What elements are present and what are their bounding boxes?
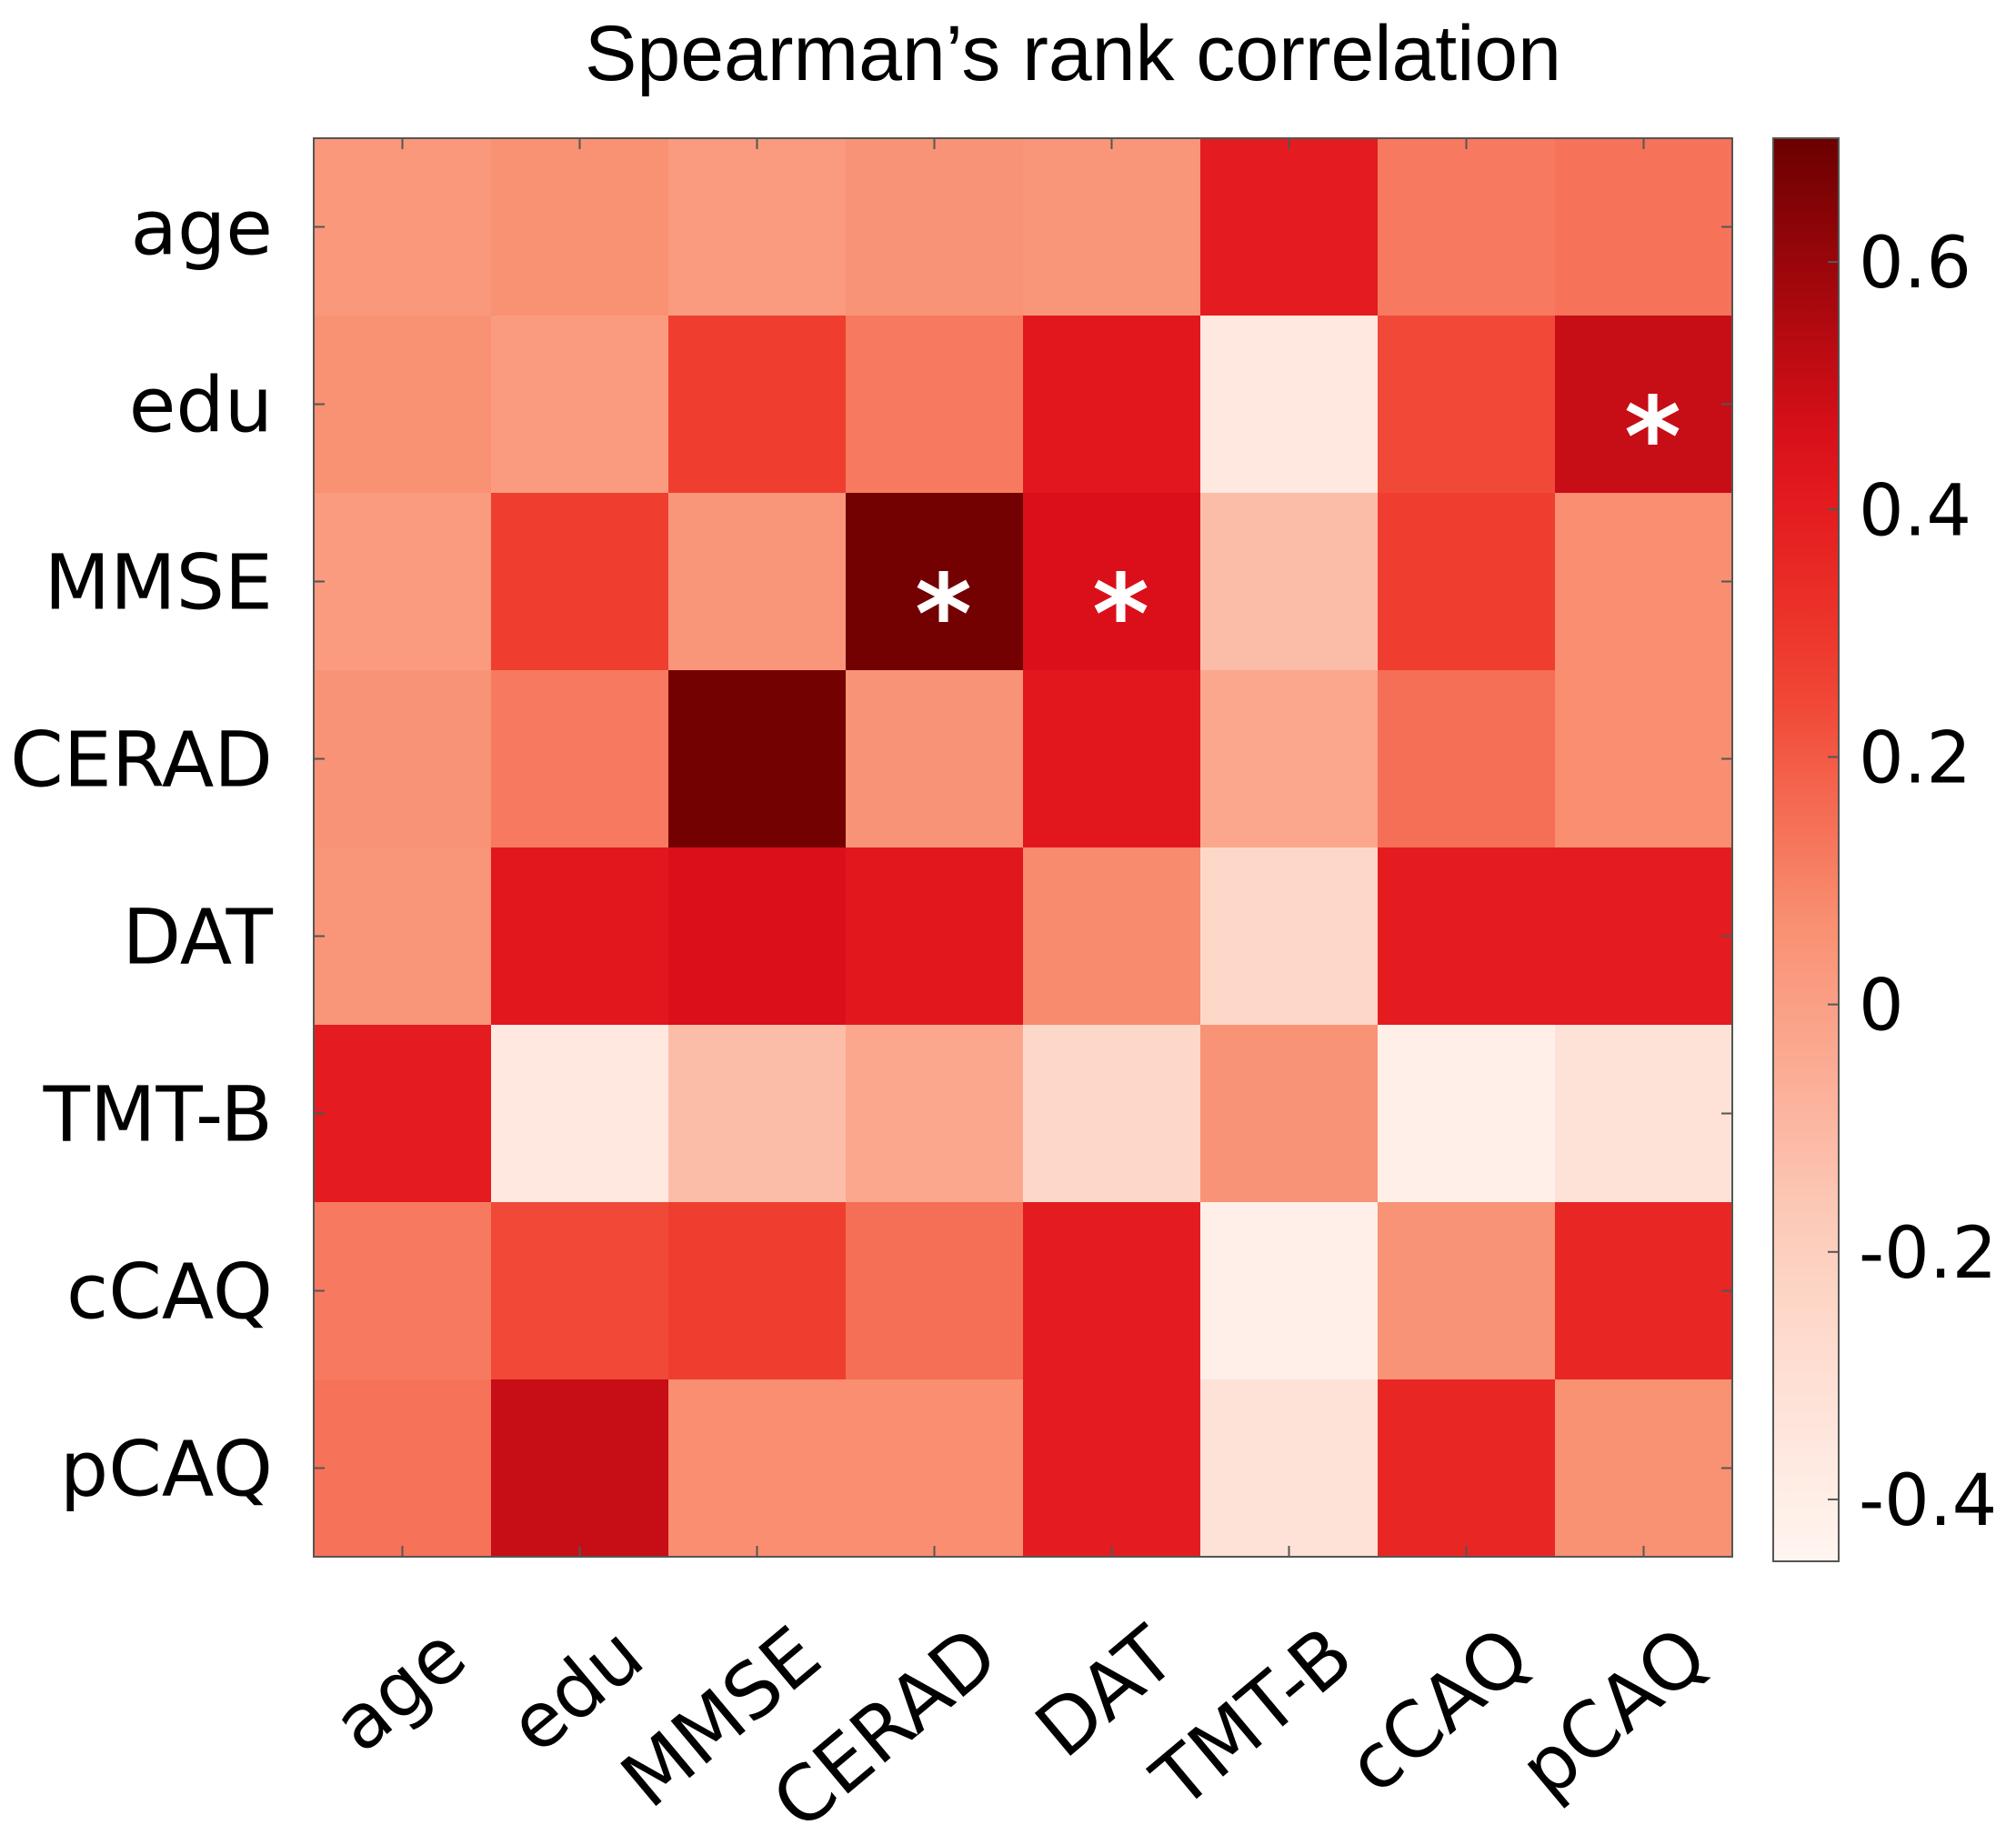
heatmap-cell-CERAD-CERAD — [846, 670, 1024, 848]
heatmap-cell-CERAD-pCAQ — [1555, 670, 1733, 848]
heatmap-cell-DAT-age — [314, 847, 492, 1026]
heatmap-cell-pCAQ-CERAD — [846, 1379, 1024, 1558]
significance-marker-edu-pCAQ: * — [1624, 376, 1681, 502]
heatmap-cell-TMT-B-edu — [491, 1025, 669, 1203]
heatmap-cell-pCAQ-MMSE — [668, 1379, 847, 1558]
y-tick-label-cCAQ: cCAQ — [66, 1248, 273, 1337]
colorbar-tick-label-0.2: 0.2 — [1859, 717, 1971, 799]
colorbar-tick-label--0.2: -0.2 — [1859, 1213, 1997, 1295]
heatmap-cell-CERAD-MMSE — [668, 670, 847, 848]
significance-marker-MMSE-DAT: * — [1092, 553, 1149, 679]
heatmap-cell-cCAQ-edu — [491, 1202, 669, 1380]
x-tick-label-age: age — [316, 1609, 483, 1770]
heatmap-cell-DAT-cCAQ — [1378, 847, 1556, 1026]
y-tick-label-TMT-B: TMT-B — [43, 1070, 273, 1159]
heatmap-cell-MMSE-pCAQ — [1555, 493, 1733, 671]
heatmap-cell-pCAQ-edu — [491, 1379, 669, 1558]
heatmap-cell-MMSE-edu — [491, 493, 669, 671]
heatmap-cell-edu-age — [314, 316, 492, 494]
colorbar-tick-label--0.4: -0.4 — [1859, 1460, 1997, 1542]
heatmap-cell-DAT-MMSE — [668, 847, 847, 1026]
heatmap-cell-edu-pCAQ — [1555, 316, 1733, 494]
significance-marker-MMSE-CERAD: * — [915, 553, 972, 679]
heatmap-cell-cCAQ-cCAQ — [1378, 1202, 1556, 1380]
heatmap-cell-pCAQ-TMT-B — [1200, 1379, 1379, 1558]
heatmap-cell-cCAQ-age — [314, 1202, 492, 1380]
heatmap-cell-pCAQ-cCAQ — [1378, 1379, 1556, 1558]
heatmap-cell-DAT-edu — [491, 847, 669, 1026]
heatmap-cell-CERAD-TMT-B — [1200, 670, 1379, 848]
colorbar: 0.6 0.4 0.2 0 -0.2 -0.4 — [1772, 137, 1997, 1562]
heatmap-cell-TMT-B-cCAQ — [1378, 1025, 1556, 1203]
y-tick-label-age: age — [131, 184, 273, 273]
heatmap-cell-MMSE-CERAD — [846, 493, 1024, 671]
heatmap-cell-CERAD-age — [314, 670, 492, 848]
heatmap-cell-CERAD-edu — [491, 670, 669, 848]
colorbar-gradient — [1772, 137, 1840, 1562]
heatmap-cell-DAT-pCAQ — [1555, 847, 1733, 1026]
x-tick-label-TMT-B: TMT-B — [1135, 1609, 1369, 1825]
heatmap-cell-age-edu — [491, 138, 669, 316]
heatmap-cell-age-age — [314, 138, 492, 316]
colorbar-tick-label-0: 0 — [1859, 966, 1904, 1048]
heatmap-cell-age-TMT-B — [1200, 138, 1379, 316]
heatmap-cell-CERAD-DAT — [1023, 670, 1201, 848]
y-tick-label-CERAD: CERAD — [10, 716, 273, 805]
heatmap-cell-pCAQ-DAT — [1023, 1379, 1201, 1558]
heatmap-cell-TMT-B-CERAD — [846, 1025, 1024, 1203]
heatmap-cell-DAT-CERAD — [846, 847, 1024, 1026]
heatmap-cell-edu-DAT — [1023, 316, 1201, 494]
heatmap-cell-DAT-TMT-B — [1200, 847, 1379, 1026]
colorbar-tick-label-0.4: 0.4 — [1859, 470, 1971, 552]
heatmap-cell-TMT-B-MMSE — [668, 1025, 847, 1203]
heatmap-cell-MMSE-TMT-B — [1200, 493, 1379, 671]
heatmap-cell-cCAQ-MMSE — [668, 1202, 847, 1380]
heatmap-cell-MMSE-age — [314, 493, 492, 671]
x-tick-label-cCAQ: cCAQ — [1331, 1609, 1547, 1810]
heatmap-cell-CERAD-cCAQ — [1378, 670, 1556, 848]
heatmap-cell-edu-CERAD — [846, 316, 1024, 494]
y-tick-label-DAT: DAT — [123, 893, 274, 982]
heatmap-cell-edu-edu — [491, 316, 669, 494]
heatmap-cell-cCAQ-DAT — [1023, 1202, 1201, 1380]
heatmap-cell-edu-MMSE — [668, 316, 847, 494]
heatmap-cell-pCAQ-age — [314, 1379, 492, 1558]
heatmap-cell-TMT-B-age — [314, 1025, 492, 1203]
y-tick-label-edu: edu — [129, 361, 273, 450]
heatmap-cell-edu-TMT-B — [1200, 316, 1379, 494]
x-tick-label-pCAQ: pCAQ — [1503, 1609, 1723, 1815]
heatmap-cell-pCAQ-pCAQ — [1555, 1379, 1733, 1558]
significance-markers: * * * — [915, 376, 1681, 679]
heatmap-cell-MMSE-cCAQ — [1378, 493, 1556, 671]
plot-frame — [313, 137, 1733, 1558]
heatmap-cell-age-DAT — [1023, 138, 1201, 316]
heatmap-cell-TMT-B-DAT — [1023, 1025, 1201, 1203]
y-tick-label-MMSE: MMSE — [45, 538, 273, 627]
heatmap-cell-TMT-B-pCAQ — [1555, 1025, 1733, 1203]
heatmap-cell-edu-cCAQ — [1378, 316, 1556, 494]
heatmap-cell-cCAQ-CERAD — [846, 1202, 1024, 1380]
heatmap-cells — [314, 138, 1733, 1558]
heatmap-cell-age-CERAD — [846, 138, 1024, 316]
heatmap-cell-age-MMSE — [668, 138, 847, 316]
heatmap-cell-age-cCAQ — [1378, 138, 1556, 316]
heatmap-cell-MMSE-DAT — [1023, 493, 1201, 671]
heatmap-cell-cCAQ-pCAQ — [1555, 1202, 1733, 1380]
heatmap-cell-MMSE-MMSE — [668, 493, 847, 671]
colorbar-tick-label-0.6: 0.6 — [1859, 223, 1971, 305]
heatmap-cell-DAT-DAT — [1023, 847, 1201, 1026]
y-tick-label-pCAQ: pCAQ — [60, 1425, 273, 1514]
heatmap-cell-age-pCAQ — [1555, 138, 1733, 316]
heatmap-cell-TMT-B-TMT-B — [1200, 1025, 1379, 1203]
heatmap-cell-cCAQ-TMT-B — [1200, 1202, 1379, 1380]
chart-title: Spearman’s rank correlation — [585, 10, 1561, 97]
